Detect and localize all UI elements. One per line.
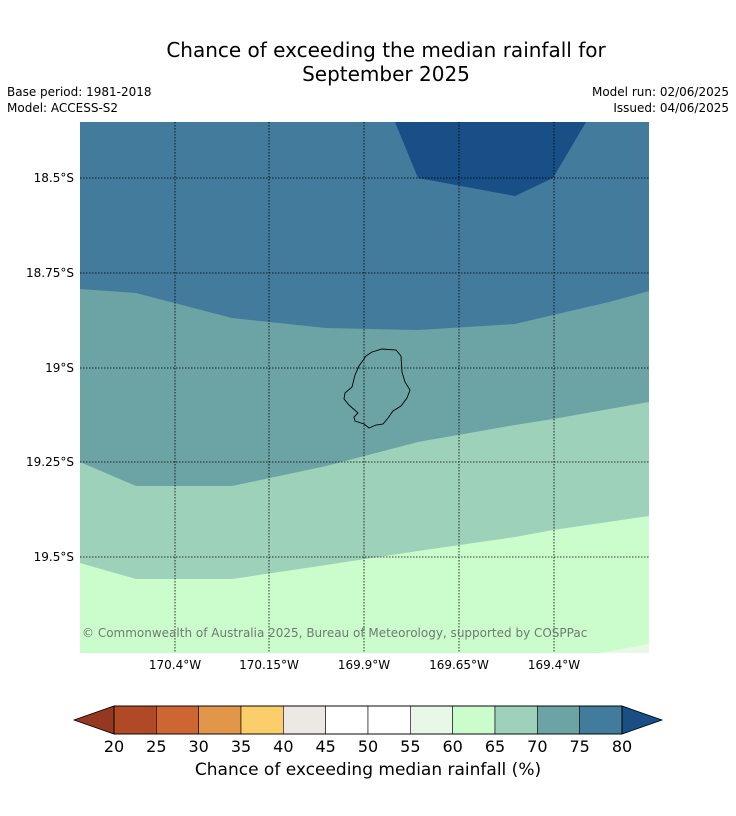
colorbar-segment bbox=[367, 705, 411, 735]
colorbar-high-extend bbox=[621, 705, 664, 735]
map-plot-area bbox=[80, 122, 649, 653]
colorbar-segment bbox=[410, 705, 453, 735]
colorbar-segment bbox=[198, 705, 242, 735]
colorbar-tick-label: 75 bbox=[569, 737, 589, 756]
base-period: Base period: 1981-2018 bbox=[7, 85, 152, 99]
colorbar-tick-label: 55 bbox=[400, 737, 420, 756]
colorbar-segment bbox=[537, 705, 580, 735]
issued-date: Issued: 04/06/2025 bbox=[613, 101, 729, 115]
colorbar-tick-label: 30 bbox=[188, 737, 208, 756]
colorbar-tick-label: 50 bbox=[358, 737, 378, 756]
region-80-plus bbox=[395, 122, 586, 196]
latitude-labels: 18.5°S 18.75°S 19°S 19.25°S 19.5°S bbox=[26, 171, 74, 564]
lat-label: 19.5°S bbox=[34, 550, 74, 564]
colorbar-segment bbox=[494, 705, 538, 735]
graticule bbox=[80, 122, 649, 653]
colorbar-low-extend bbox=[72, 705, 115, 735]
colorbar-tick-label: 70 bbox=[527, 737, 547, 756]
colorbar-segment bbox=[579, 705, 623, 735]
region-55-60 bbox=[600, 644, 649, 653]
lon-label: 170.4°W bbox=[149, 658, 201, 672]
colorbar-tick-label: 40 bbox=[273, 737, 293, 756]
colorbar-segment bbox=[113, 705, 157, 735]
lat-label: 19.25°S bbox=[26, 455, 74, 469]
lon-label: 169.9°W bbox=[338, 658, 390, 672]
meta-right: Model run: 02/06/2025 Issued: 04/06/2025 bbox=[592, 84, 729, 116]
colorbar-segment bbox=[325, 705, 369, 735]
colorbar-tick-label: 80 bbox=[612, 737, 632, 756]
colorbar-tick-label: 25 bbox=[146, 737, 166, 756]
colorbar-tick-label: 60 bbox=[442, 737, 462, 756]
colorbar-label: Chance of exceeding median rainfall (%) bbox=[194, 760, 542, 780]
colorbar-outline bbox=[113, 705, 623, 735]
lat-label: 19°S bbox=[45, 361, 74, 375]
colorbar: 20 25 30 35 40 45 50 55 60 65 70 75 80 bbox=[72, 705, 664, 756]
colorbar-tick-label: 35 bbox=[231, 737, 251, 756]
island-coastline bbox=[343, 348, 411, 429]
title-line-2: September 2025 bbox=[302, 62, 470, 86]
lat-label: 18.5°S bbox=[34, 171, 74, 185]
colorbar-segment bbox=[156, 705, 199, 735]
copyright-text: © Commonwealth of Australia 2025, Bureau… bbox=[82, 626, 587, 640]
colorbar-tick-label: 45 bbox=[315, 737, 335, 756]
title-line-1: Chance of exceeding the median rainfall … bbox=[166, 38, 606, 62]
lon-label: 169.65°W bbox=[429, 658, 489, 672]
model-name: Model: ACCESS-S2 bbox=[7, 101, 119, 115]
chart-title: Chance of exceeding the median rainfall … bbox=[0, 38, 736, 86]
colorbar-segment bbox=[283, 705, 326, 735]
lon-label: 170.15°W bbox=[239, 658, 299, 672]
lon-label: 169.4°W bbox=[528, 658, 580, 672]
lat-label: 18.75°S bbox=[26, 266, 74, 280]
model-run: Model run: 02/06/2025 bbox=[591, 85, 729, 99]
colorbar-tick-label: 20 bbox=[104, 737, 124, 756]
meta-left: Base period: 1981-2018 Model: ACCESS-S2 bbox=[7, 84, 152, 116]
region-60-65 bbox=[80, 516, 649, 653]
colorbar-tick-label: 65 bbox=[485, 737, 505, 756]
colorbar-segment bbox=[452, 705, 496, 735]
longitude-labels: 170.4°W 170.15°W 169.9°W 169.65°W 169.4°W bbox=[149, 658, 580, 672]
colorbar-segment bbox=[240, 705, 284, 735]
